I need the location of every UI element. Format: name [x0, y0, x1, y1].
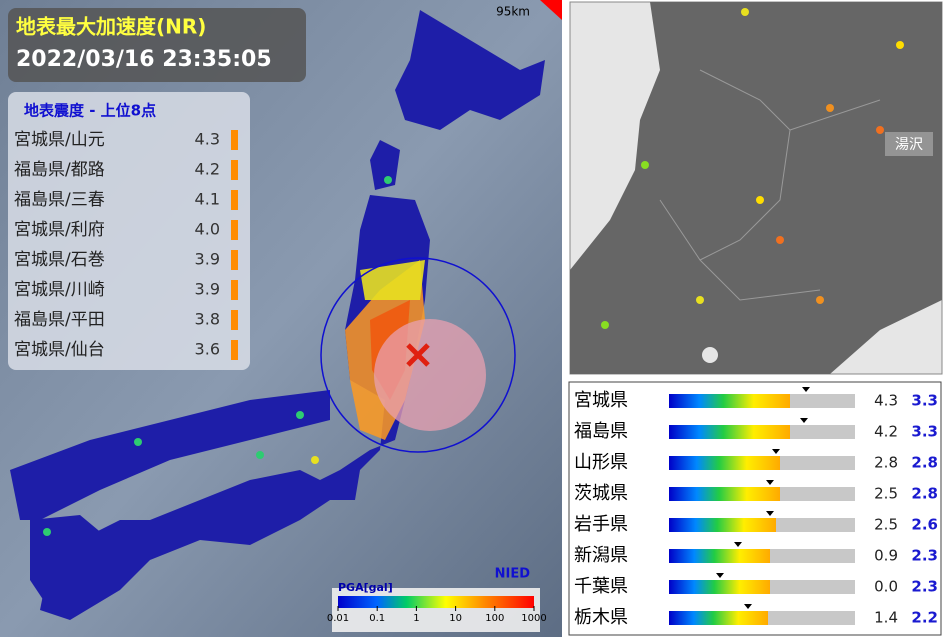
ranking-bar [231, 220, 238, 240]
max-marker [734, 542, 742, 547]
timestamp: 2022/03/16 23:35:05 [16, 47, 272, 72]
ranking-location: 福島県/都路 [14, 160, 105, 180]
legend-tick-label: 0.01 [327, 613, 349, 624]
ranking-bar [231, 190, 238, 210]
max-value: 2.5 [874, 516, 898, 534]
intensity-value: 2.2 [911, 609, 938, 627]
intensity-bar [669, 394, 790, 408]
logo: NIED [495, 567, 531, 582]
intensity-bar [669, 487, 780, 501]
max-value: 4.2 [874, 423, 898, 441]
ranking-bar [231, 340, 238, 360]
ranking-bar [231, 160, 238, 180]
ranking-value: 4.0 [195, 220, 220, 239]
ranking-location: 福島県/三春 [14, 190, 105, 210]
max-marker [716, 573, 724, 578]
ranking-value: 4.3 [195, 130, 220, 149]
intensity-value: 2.8 [911, 485, 938, 503]
prefecture-name: 茨城県 [574, 483, 628, 504]
prefecture-name: 福島県 [574, 421, 628, 442]
intensity-value: 3.3 [911, 392, 938, 410]
max-marker [744, 604, 752, 609]
intensity-value: 2.6 [911, 516, 938, 534]
legend-tick-label: 1 [413, 613, 419, 624]
ranking-value: 4.1 [195, 190, 220, 209]
max-marker [772, 449, 780, 454]
ranking-location: 宮城県/利府 [14, 220, 105, 240]
ranking-bar [231, 130, 238, 150]
ranking-value: 4.2 [195, 160, 220, 179]
max-marker [802, 387, 810, 392]
title: 地表最大加速度(NR) [16, 15, 206, 39]
ranking-bar [231, 250, 238, 270]
intensity-bar [669, 611, 768, 625]
prefecture-table [568, 381, 942, 636]
map-label: 湯沢 [895, 136, 923, 153]
max-value: 2.5 [874, 485, 898, 503]
ranking-value: 3.6 [195, 340, 220, 359]
ranking-location: 宮城県/山元 [14, 130, 105, 150]
left-map [0, 0, 562, 637]
ranking-value: 3.8 [195, 310, 220, 329]
ranking-location: 宮城県/石巻 [14, 250, 105, 270]
intensity-bar [669, 549, 770, 563]
intensity-bar [669, 456, 780, 470]
prefecture-name: 山形県 [574, 452, 628, 473]
detail-map [569, 1, 943, 375]
prefecture-name: 千葉県 [574, 576, 628, 597]
max-marker [766, 480, 774, 485]
max-value: 0.0 [874, 578, 898, 596]
intensity-bar [669, 518, 776, 532]
prefecture-name: 栃木県 [574, 607, 628, 628]
max-marker [800, 418, 808, 423]
ranking-location: 宮城県/川崎 [14, 280, 105, 300]
ranking-bar [231, 280, 238, 300]
legend-tick-label: 0.1 [369, 613, 385, 624]
intensity-value: 2.3 [911, 578, 938, 596]
prefecture-name: 宮城県 [574, 390, 628, 411]
intensity-bar [669, 580, 770, 594]
ranking-value: 3.9 [195, 250, 220, 269]
ranking-location: 福島県/平田 [14, 310, 105, 330]
max-value: 4.3 [874, 392, 898, 410]
scale-label: 95km [496, 5, 530, 19]
prefecture-name: 新潟県 [574, 545, 628, 566]
legend-tick-label: 1000 [521, 613, 546, 624]
max-marker [766, 511, 774, 516]
legend-tick-label: 100 [485, 613, 504, 624]
max-value: 0.9 [874, 547, 898, 565]
intensity-value: 2.8 [911, 454, 938, 472]
ranking-value: 3.9 [195, 280, 220, 299]
ranking-location: 宮城県/仙台 [14, 340, 105, 360]
ranking-title: 地表震度 - 上位8点 [24, 102, 156, 120]
max-value: 1.4 [874, 609, 898, 627]
intensity-value: 3.3 [911, 423, 938, 441]
ranking-bar [231, 310, 238, 330]
legend-tick-label: 10 [449, 613, 462, 624]
intensity-value: 2.3 [911, 547, 938, 565]
prefecture-name: 岩手県 [574, 514, 628, 535]
max-value: 2.8 [874, 454, 898, 472]
intensity-bar [669, 425, 790, 439]
legend-title: PGA[gal] [338, 581, 393, 594]
